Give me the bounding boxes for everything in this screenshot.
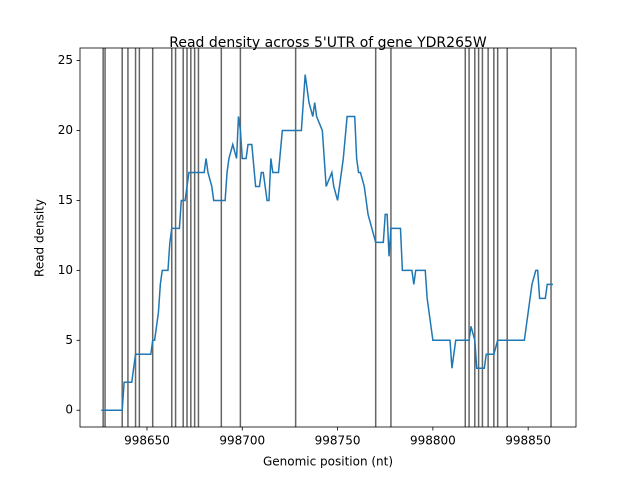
x-tick-label: 998750 (315, 434, 361, 448)
x-tick-label: 998700 (219, 434, 265, 448)
plot-frame (79, 47, 577, 428)
y-tick-label: 0 (65, 403, 73, 417)
y-tick-label: 10 (58, 263, 73, 277)
y-tick-label: 15 (58, 193, 73, 207)
chart-title: Read density across 5'UTR of gene YDR265… (169, 35, 487, 51)
y-tick-label: 5 (65, 333, 73, 347)
y-tick-label: 25 (58, 53, 73, 67)
x-tick-label: 998650 (124, 434, 170, 448)
data-line (101, 74, 553, 411)
y-tick-label: 20 (58, 123, 73, 137)
x-axis-label: Genomic position (nt) (263, 455, 393, 469)
x-tick-label: 998800 (410, 434, 456, 448)
x-tick-label: 998850 (505, 434, 551, 448)
y-axis-label: Read density (33, 199, 47, 277)
